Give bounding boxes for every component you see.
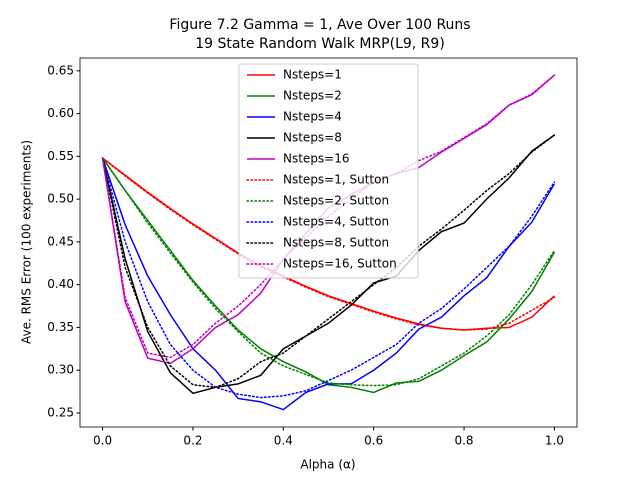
y-tick-label: 0.65	[47, 63, 74, 77]
legend-label: Nsteps=4, Sutton	[283, 215, 389, 229]
y-tick-label: 0.60	[47, 106, 74, 120]
y-tick-label: 0.35	[47, 320, 74, 334]
legend-label: Nsteps=16	[283, 152, 350, 166]
y-tick-label: 0.55	[47, 149, 74, 163]
y-tick-label: 0.45	[47, 234, 74, 248]
x-tick-label: 0.4	[274, 434, 293, 448]
legend-label: Nsteps=8, Sutton	[283, 236, 389, 250]
series-line	[101, 134, 555, 395]
series-line	[101, 157, 556, 387]
chart-title: Figure 7.2 Gamma = 1, Ave Over 100 Runs	[169, 17, 470, 33]
legend-label: Nsteps=1	[283, 68, 342, 82]
x-tick-label: 0.0	[93, 434, 112, 448]
plot-frame	[79, 57, 578, 428]
legend: Nsteps=1 Nsteps=2 Nsteps=4 Nsteps=8 Nsteps=1…	[238, 63, 419, 279]
series-line	[101, 157, 556, 399]
x-axis-label: Alpha (α)	[300, 458, 355, 472]
y-tick-label: 0.30	[47, 363, 74, 377]
x-tick-label: 0.6	[364, 434, 383, 448]
legend-label: Nsteps=8	[283, 131, 342, 145]
x-tick-label: 0.8	[454, 434, 473, 448]
y-tick-label: 0.50	[47, 192, 74, 206]
series-line	[101, 157, 556, 411]
x-tick-label: 1.0	[545, 434, 564, 448]
legend-label: Nsteps=1, Sutton	[283, 173, 389, 187]
y-tick-label: 0.25	[47, 405, 74, 419]
series-line	[101, 157, 556, 331]
x-tick-label: 0.2	[183, 434, 202, 448]
y-axis-label: Ave. RMS Error (100 experiments)	[20, 140, 34, 344]
legend-label: Nsteps=2	[283, 89, 342, 103]
series-line	[101, 134, 556, 389]
legend-label: Nsteps=2, Sutton	[283, 194, 389, 208]
legend-label: Nsteps=16, Sutton	[283, 257, 397, 271]
legend-label: Nsteps=4	[283, 110, 342, 124]
legend-box	[238, 63, 419, 279]
series-line	[101, 157, 556, 394]
chart-subtitle: 19 State Random Walk MRP(L9, R9)	[195, 36, 445, 52]
y-tick-label: 0.40	[47, 277, 74, 291]
